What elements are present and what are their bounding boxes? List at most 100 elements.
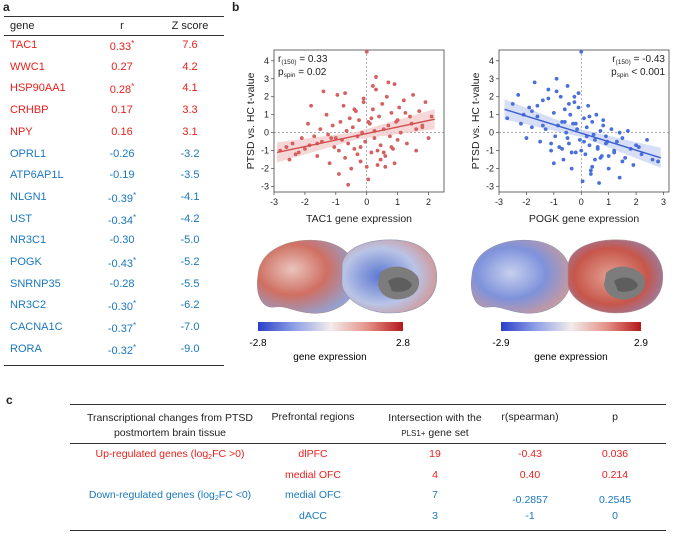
data-point [553,134,558,139]
data-point [358,145,363,149]
gene-name: POGK [10,256,42,268]
data-point [366,119,371,124]
significance-star: * [132,212,137,222]
p-value-cell: 0 [612,510,618,522]
data-point [369,150,374,155]
table-c-group-up: Up-regulated genes (log2FC >0) [95,448,245,461]
data-point [332,145,337,149]
data-point [371,84,375,88]
data-point [594,112,599,117]
x-tick-label: 2 [634,197,639,207]
gene-r-value: -0.30 [109,234,135,247]
data-point [284,145,289,149]
data-point [315,154,320,158]
data-point [538,139,543,144]
brain-lateral-left-2 [471,239,571,314]
data-point [562,119,567,124]
data-point [366,177,371,182]
table-a-header-z: Z score [171,20,209,32]
data-point [554,89,559,94]
colorbar-left-min: -2.8 [249,338,267,349]
gene-name: WWC1 [10,60,45,73]
data-point [429,114,434,119]
data-point [645,137,649,142]
data-point [604,134,608,139]
table-c-group-down: Down-regulated genes (log2FC <0) [88,489,252,502]
data-point [565,84,570,88]
x-tick-label: -3 [270,197,278,207]
x-tick-label: -1 [550,197,558,207]
data-point [572,100,577,105]
gene-name: SNRNP35 [10,277,61,290]
data-point [403,111,408,115]
gene-z-score: -5.0 [180,234,200,247]
brain-lateral-left-1 [257,239,357,314]
intersection-count-cell: 3 [432,510,438,522]
table-c-header-regions: Prefrontal regions [271,411,355,423]
y-tick-label: 1 [264,110,269,120]
colorbar-right-min: -2.9 [492,338,510,349]
x-tick-label: -1 [332,197,340,207]
y-tick-label: -1 [486,146,494,156]
gene-z-score: 7.6 [182,39,198,51]
data-point [408,114,412,119]
data-point [546,87,551,92]
data-point [389,111,394,115]
data-point [586,103,591,108]
data-point [510,102,515,106]
y-tick-label: 0 [264,128,269,138]
data-point [584,125,589,130]
p-value-cell: 0.2545 [598,494,632,506]
data-point [299,136,304,140]
data-point [519,121,523,126]
y-tick-label: 0 [489,128,494,138]
data-point [389,145,394,149]
data-point [361,100,366,105]
data-point [343,91,347,96]
data-point [344,128,349,133]
gene-r-value: -0.30* [107,299,137,314]
data-point [505,116,510,121]
gene-z-score: -5.2 [180,256,200,268]
data-point [593,137,597,142]
y-tick-label: 3 [489,74,494,84]
gene-name: CRHBP [10,104,49,117]
y-tick-label: -3 [261,182,269,192]
regression-line [276,118,435,154]
gene-z-score: -6.2 [180,299,200,312]
data-point [363,139,368,144]
colorbar-right-max: 2.9 [634,338,648,349]
significance-star: * [132,190,137,200]
data-point [329,136,334,140]
data-point [549,141,553,146]
x-tick-label: 1 [395,197,400,207]
data-point [612,148,617,153]
data-point [650,157,655,162]
data-point [381,150,386,155]
data-point [564,130,569,135]
data-point [606,154,611,158]
data-point [420,123,425,128]
data-point [335,93,340,97]
data-point [324,112,329,117]
data-point [395,137,400,142]
data-point [358,159,363,164]
table-a-header-gene: gene [10,20,35,32]
gene-name: ATP6AP1L [10,169,64,182]
panel-label-a: a [3,0,10,14]
table-c-header-r: r(spearman) [501,411,559,423]
table-c-header-p: p [612,411,618,423]
data-point [333,136,338,140]
data-point [579,148,584,153]
regression-line [504,108,661,159]
data-point [383,154,388,158]
region-cell: dACC [298,510,327,522]
data-point [352,146,357,151]
gene-z-score: -5.5 [180,277,200,290]
data-point [312,134,317,139]
data-point [352,107,357,112]
gene-name: RORA [10,342,42,355]
gene-name: UST [10,212,32,225]
data-point [350,125,355,130]
data-point [423,100,428,105]
